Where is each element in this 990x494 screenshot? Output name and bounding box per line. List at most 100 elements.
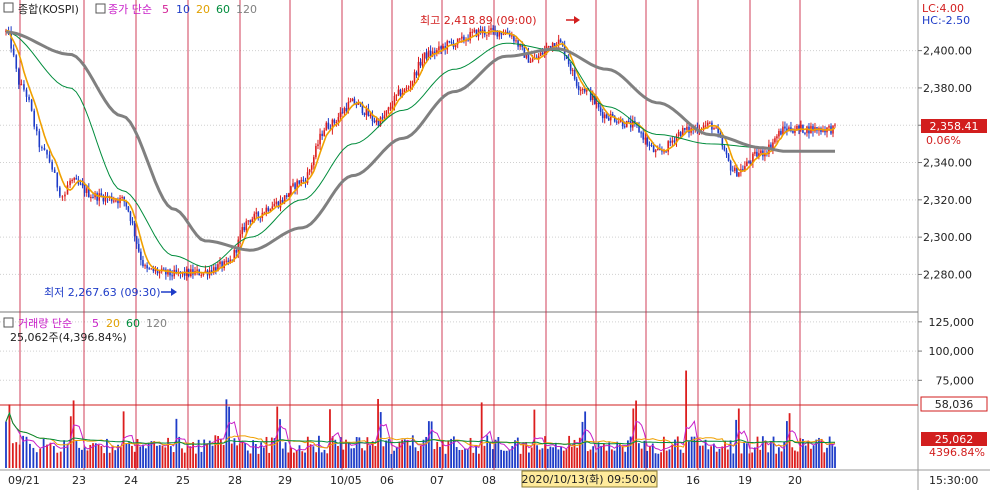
volume-bar	[629, 436, 632, 468]
candle-body	[298, 180, 301, 184]
date-label: 20	[788, 474, 802, 487]
volume-bar	[49, 442, 52, 468]
volume-bar	[406, 440, 409, 468]
date-label: 24	[124, 474, 138, 487]
candle-body	[41, 147, 43, 149]
candle-body	[233, 249, 236, 261]
volume-bar	[393, 450, 395, 468]
candle-body	[127, 206, 130, 212]
candle-body	[585, 89, 588, 92]
candle-body	[235, 249, 238, 253]
candle-body	[135, 236, 138, 244]
volume-bar	[355, 437, 358, 468]
price-axis-ticks: 2,280.002,300.002,320.002,340.002,360.00…	[918, 45, 972, 281]
candle-body	[331, 119, 334, 130]
candle-body	[308, 169, 311, 173]
candle-body	[613, 116, 616, 122]
volume-bar	[46, 444, 48, 468]
volume-bar	[387, 439, 390, 468]
candle-body	[673, 140, 676, 142]
volume-bar	[464, 448, 466, 468]
candle-body	[102, 195, 105, 202]
candle-body	[609, 114, 612, 121]
volume-bar	[450, 438, 453, 468]
candle-body	[229, 259, 232, 263]
cursor-time-label: 2020/10/13(화) 09:50:00	[521, 473, 656, 486]
volume-bar	[284, 442, 287, 468]
candle-body	[431, 51, 434, 56]
candle-body	[25, 89, 28, 97]
candle-body	[288, 193, 290, 198]
volume-tick-label: 125,000	[929, 316, 975, 329]
candle-body	[617, 121, 620, 123]
volume-bar	[831, 443, 834, 468]
candle-body	[679, 132, 682, 136]
candle-body	[397, 89, 400, 95]
candle-body	[131, 220, 134, 224]
volume-bar	[22, 435, 25, 468]
volume-bar	[676, 436, 679, 468]
candle-body	[156, 269, 159, 274]
candle-body	[142, 259, 144, 267]
volume-bar	[500, 449, 503, 468]
volume-bar	[522, 442, 525, 468]
candle-body	[48, 154, 51, 162]
candle-body	[167, 269, 169, 275]
volume-bar	[398, 441, 401, 468]
candle-body	[704, 125, 707, 127]
candle-body	[363, 113, 366, 115]
volume-bar	[18, 444, 21, 468]
candle-body	[642, 132, 644, 140]
candle-body	[715, 127, 717, 129]
cursor-time-label-box	[521, 470, 658, 488]
legend-checkbox[interactable]	[3, 2, 14, 13]
volume-bar	[5, 421, 7, 468]
ma-legend-checkbox[interactable]	[95, 3, 106, 14]
candle-body	[421, 59, 424, 66]
volume-bar	[252, 440, 255, 468]
candle-body	[760, 150, 762, 154]
candle-body	[371, 114, 374, 121]
volume-bar	[696, 439, 699, 468]
candle-body	[778, 130, 780, 137]
candle-body	[140, 251, 142, 260]
volume-bar	[334, 439, 337, 468]
candle-body	[686, 126, 688, 130]
volume-bar	[511, 446, 514, 468]
candle-body	[393, 95, 396, 106]
candle-body	[806, 126, 808, 133]
volume-bar	[100, 446, 103, 468]
candle-body	[333, 119, 336, 123]
candle-body	[675, 135, 678, 142]
volume-bar	[203, 439, 206, 468]
volume-bar	[119, 447, 122, 468]
ma-period-20: 20	[196, 3, 210, 16]
volume-bar	[613, 450, 616, 468]
volume-bar	[704, 439, 707, 468]
volume-bar	[254, 444, 257, 468]
candle-body	[792, 131, 794, 133]
volume-bar	[732, 453, 735, 468]
candle-body	[661, 149, 663, 152]
candle-body	[321, 133, 323, 136]
candle-body	[66, 185, 69, 195]
volume-bar	[674, 439, 676, 468]
volume-bar	[401, 439, 404, 468]
volume-bar	[358, 437, 361, 468]
candle-body	[575, 79, 578, 86]
candle-body	[81, 183, 84, 186]
volume-bar	[497, 437, 500, 468]
volume-bar	[461, 449, 464, 468]
volume-bar	[270, 437, 273, 468]
price-tick-label: 2,300.00	[923, 231, 972, 244]
volume-bar	[144, 448, 147, 468]
candle-body	[502, 34, 505, 36]
volume-bar	[167, 437, 169, 468]
candle-body	[644, 137, 647, 140]
volume-bar	[114, 450, 117, 468]
volume-bar	[586, 451, 589, 468]
candle-body	[731, 170, 734, 172]
candle-body	[652, 146, 655, 153]
volume-legend-checkbox[interactable]	[3, 317, 14, 328]
